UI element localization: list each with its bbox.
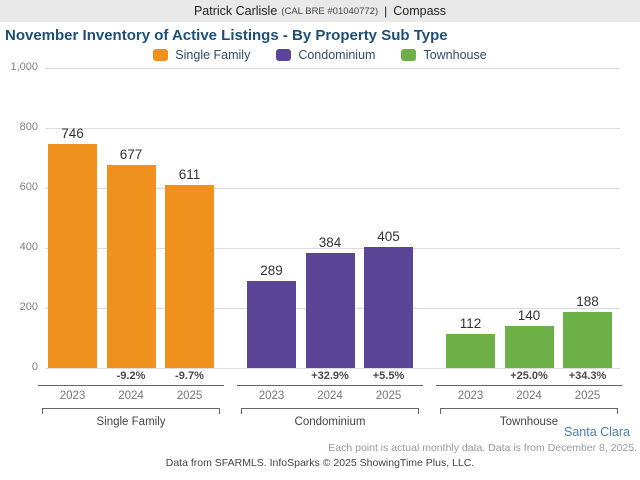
- y-axis-tick-label: 800: [19, 121, 38, 133]
- pct-change-label: [48, 368, 97, 385]
- agent-header: Patrick Carlisle (CAL BRE #01040772) | C…: [0, 0, 640, 22]
- bar-column: 405: [364, 68, 413, 368]
- gridline: [45, 368, 620, 369]
- bar: [305, 252, 355, 368]
- group-bracket: [241, 408, 419, 414]
- condominium-swatch-icon: [276, 49, 292, 61]
- y-axis-tick-label: 600: [19, 181, 38, 193]
- group-divider-line: [38, 385, 224, 386]
- footer-attribution: Data from SFARMLS. InfoSparks © 2025 Sho…: [165, 457, 475, 469]
- bar-value-label: 611: [178, 166, 201, 182]
- legend-label: Townhouse: [423, 48, 487, 62]
- region-label: Santa Clara: [563, 425, 630, 439]
- group-divider-line: [237, 385, 423, 386]
- legend-item-townhouse[interactable]: Townhouse: [401, 48, 487, 62]
- year-label: 2025: [375, 390, 402, 402]
- data-note: Each point is actual monthly data. Data …: [328, 442, 637, 454]
- bar-value-label: 140: [517, 308, 541, 323]
- y-axis-tick-label: 0: [31, 361, 38, 373]
- bar-value-label: 384: [318, 234, 342, 250]
- townhouse-swatch-icon: [401, 49, 417, 61]
- bar-column: 746: [48, 68, 97, 368]
- group-label: Condominium: [294, 416, 366, 428]
- year-label: 2025: [574, 390, 601, 402]
- year-label: 2023: [457, 390, 484, 402]
- bars-row: 289 384 405: [237, 68, 423, 368]
- pct-change-row: -9.2% -9.7%: [38, 368, 224, 385]
- group-label: Townhouse: [499, 416, 559, 428]
- pct-change-label: -9.7%: [175, 370, 204, 382]
- bar-group: 112 140 188 +25.0% +34.3% 2023 2024 2025 Townhou…: [436, 68, 622, 428]
- gridline: [45, 188, 620, 189]
- pct-change-row: +25.0% +34.3%: [436, 368, 622, 385]
- pct-change-label: [247, 368, 296, 385]
- bars-row: 112 140 188: [436, 68, 622, 368]
- legend-label: Single Family: [175, 48, 251, 62]
- year-row: 2023 2024 2025: [436, 386, 622, 407]
- bar: [364, 246, 413, 368]
- bar-column: 384: [305, 68, 355, 368]
- bar-value-label: 188: [576, 293, 599, 309]
- y-axis-tick-label: 1,000: [10, 61, 38, 73]
- legend-label: Condominium: [298, 48, 376, 62]
- bar: [48, 144, 97, 368]
- bar-column: 289: [247, 68, 296, 368]
- bar-group: 746 677 611 -9.2% -9.7% 2023 2024 2025 Single Fa…: [38, 68, 224, 428]
- bar-group: 289 384 405 +32.9% +5.5% 2023 2024 2025 Condomin…: [237, 68, 423, 428]
- year-label: 2023: [59, 390, 86, 402]
- y-axis-tick-label: 200: [19, 301, 38, 313]
- bar-value-label: 112: [459, 316, 482, 332]
- pct-change-label: +5.5%: [372, 370, 405, 382]
- bar-value-label: 405: [377, 228, 400, 244]
- bar-value-label: 677: [119, 146, 143, 162]
- year-row: 2023 2024 2025: [237, 386, 423, 407]
- group-divider-line: [436, 385, 622, 386]
- page-title: November Inventory of Active Listings - …: [5, 27, 448, 44]
- pct-change-label: +32.9%: [311, 370, 349, 382]
- bar: [106, 164, 156, 368]
- bar: [504, 326, 554, 368]
- pct-change-label: +34.3%: [568, 370, 607, 382]
- bar-column: 611: [165, 68, 214, 368]
- agent-name: Patrick Carlisle: [193, 4, 278, 18]
- gridline: [45, 128, 620, 129]
- bar-column: 112: [446, 68, 495, 368]
- group-label: Single Family: [96, 416, 166, 428]
- year-label: 2023: [258, 390, 285, 402]
- year-label: 2024: [118, 390, 144, 402]
- bar: [165, 184, 214, 368]
- bar-column: 677: [106, 68, 156, 368]
- y-axis-tick-label: 400: [19, 241, 38, 253]
- year-label: 2024: [516, 390, 542, 402]
- bar: [446, 334, 495, 368]
- pct-change-row: +32.9% +5.5%: [237, 368, 423, 385]
- bars-row: 746 677 611: [38, 68, 224, 368]
- group-bracket: [42, 408, 220, 414]
- year-label: 2024: [317, 390, 343, 402]
- group-bracket: [440, 408, 618, 414]
- single-family-swatch-icon: [153, 49, 169, 61]
- legend-item-single-family[interactable]: Single Family: [153, 48, 250, 62]
- header-separator: |: [384, 4, 388, 18]
- bar-column: 188: [563, 68, 612, 368]
- agent-license: (CAL BRE #01040772): [281, 5, 379, 17]
- bar-value-label: 746: [61, 126, 84, 142]
- bar-value-label: 289: [260, 263, 283, 279]
- gridline: [45, 68, 620, 69]
- pct-change-label: +25.0%: [510, 370, 548, 382]
- bar-column: 140: [504, 68, 554, 368]
- pct-change-label: [446, 368, 495, 385]
- legend-item-condominium[interactable]: Condominium: [276, 48, 375, 62]
- bar: [563, 311, 612, 368]
- year-label: 2025: [176, 390, 203, 402]
- gridline: [45, 248, 620, 249]
- brokerage-name: Compass: [393, 4, 447, 18]
- year-row: 2023 2024 2025: [38, 386, 224, 407]
- chart-legend: Single Family Condominium Townhouse: [0, 46, 640, 64]
- bar: [247, 281, 296, 368]
- pct-change-label: -9.2%: [116, 370, 146, 382]
